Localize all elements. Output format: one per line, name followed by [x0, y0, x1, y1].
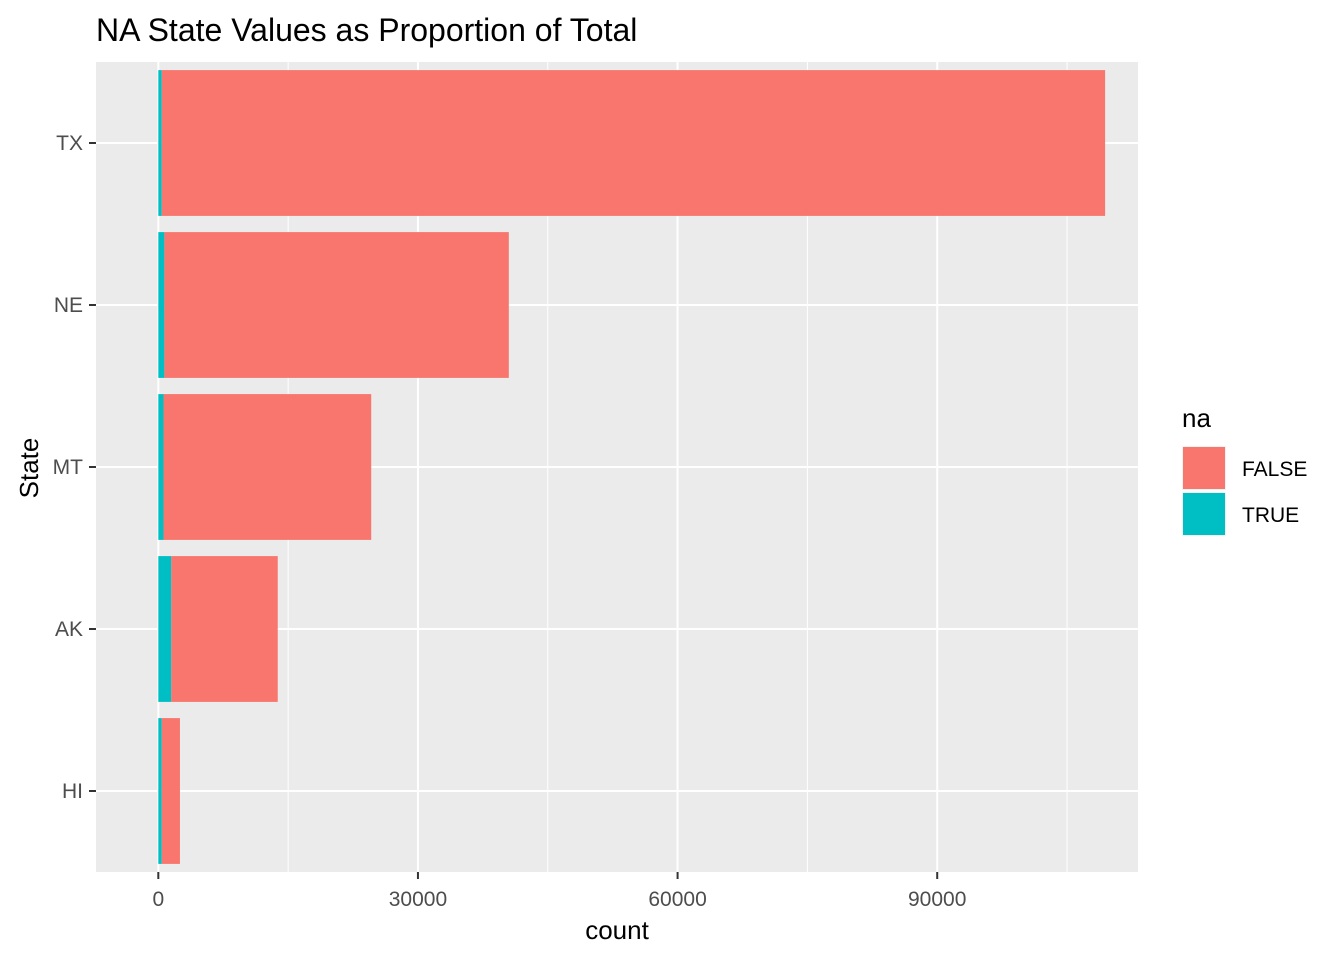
y-tick-label: AK: [55, 618, 83, 641]
bar-ak-false: [171, 556, 278, 702]
y-axis-title: State: [14, 438, 44, 499]
y-tick-label: HI: [62, 780, 83, 803]
bar-mt-false: [163, 394, 372, 540]
y-tick-label: TX: [56, 132, 83, 155]
x-axis-title: count: [585, 915, 649, 945]
legend-label-false: FALSE: [1242, 458, 1307, 481]
legend-title: na: [1182, 403, 1211, 433]
y-tick-label: NE: [54, 294, 83, 317]
bar-tx-true: [158, 70, 162, 216]
x-tick-label: 60000: [648, 888, 706, 911]
chart-title: NA State Values as Proportion of Total: [96, 12, 637, 48]
bar-ne-false: [164, 232, 509, 378]
x-tick-label: 90000: [908, 888, 966, 911]
bar-ak-true: [158, 556, 172, 702]
x-axis: 0 30000 60000 90000: [152, 872, 966, 911]
bar-hi-false: [161, 718, 180, 864]
y-tick-label: MT: [53, 456, 83, 479]
legend-swatch-false: [1183, 447, 1225, 489]
legend: na FALSE TRUE: [1182, 403, 1307, 536]
bar-ne-true: [158, 232, 165, 378]
bars: [158, 70, 1106, 864]
x-tick-label: 0: [152, 888, 164, 911]
legend-swatch-true: [1183, 493, 1225, 535]
legend-label-true: TRUE: [1242, 504, 1299, 527]
bar-tx-false: [161, 70, 1106, 216]
x-tick-label: 30000: [389, 888, 447, 911]
bar-hi-true: [158, 718, 162, 864]
y-axis: TX NE MT AK HI: [53, 132, 96, 803]
bar-mt-true: [158, 394, 164, 540]
